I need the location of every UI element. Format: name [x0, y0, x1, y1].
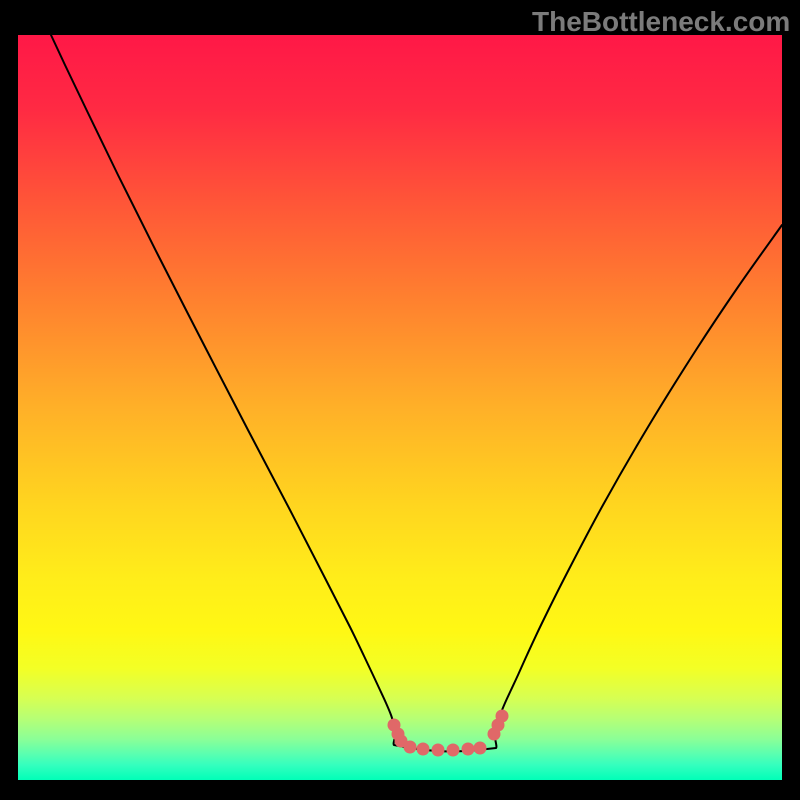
curve-marker — [432, 744, 445, 757]
curve-marker — [404, 741, 417, 754]
gradient-background — [18, 35, 782, 780]
bottleneck-chart — [0, 0, 800, 800]
curve-marker — [462, 743, 475, 756]
watermark-text: TheBottleneck.com — [532, 6, 790, 38]
curve-marker — [474, 742, 487, 755]
curve-marker — [496, 710, 509, 723]
curve-marker — [417, 743, 430, 756]
curve-marker — [447, 744, 460, 757]
